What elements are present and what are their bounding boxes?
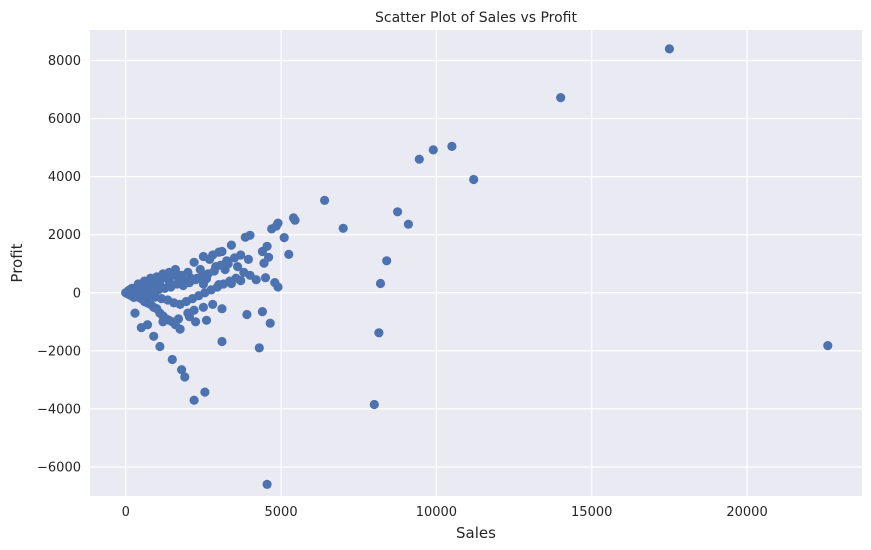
scatter-point bbox=[189, 305, 199, 315]
scatter-point bbox=[414, 154, 424, 164]
y-tick-label: −4000 bbox=[37, 402, 81, 417]
scatter-point bbox=[469, 174, 479, 185]
scatter-point bbox=[205, 254, 215, 264]
grid-lines bbox=[90, 30, 862, 496]
scatter-point bbox=[556, 93, 566, 103]
scatter-point bbox=[320, 195, 330, 205]
scatter-point bbox=[158, 317, 168, 327]
scatter-point bbox=[217, 336, 227, 347]
scatter-point bbox=[447, 141, 457, 151]
scatter-point bbox=[195, 264, 205, 275]
scatter-point bbox=[167, 354, 177, 365]
scatter-point bbox=[290, 215, 300, 225]
scatter-point bbox=[184, 312, 194, 322]
scatter-point bbox=[260, 273, 271, 283]
scatter-point bbox=[129, 292, 139, 302]
scatter-point bbox=[338, 223, 348, 233]
scatter-point bbox=[374, 328, 384, 338]
y-tick-label: 8000 bbox=[48, 54, 81, 69]
scatter-point bbox=[270, 278, 280, 288]
scatter-point bbox=[382, 256, 392, 266]
scatter-point bbox=[243, 254, 253, 264]
scatter-point bbox=[198, 302, 208, 312]
scatter-point bbox=[217, 304, 227, 314]
scatter-point bbox=[191, 317, 201, 327]
plot-area bbox=[90, 30, 862, 496]
scatter-point bbox=[226, 240, 236, 250]
scatter-points bbox=[121, 44, 833, 489]
y-tick-label: 4000 bbox=[48, 170, 81, 185]
x-tick-label: 15000 bbox=[571, 505, 612, 520]
scatter-point bbox=[173, 314, 184, 324]
scatter-point bbox=[369, 399, 379, 410]
scatter-point bbox=[189, 257, 199, 267]
scatter-point bbox=[375, 278, 386, 289]
scatter-point bbox=[149, 331, 159, 341]
scatter-point bbox=[177, 365, 187, 375]
scatter-point bbox=[175, 324, 185, 334]
scatter-point bbox=[136, 323, 146, 333]
scatter-point bbox=[428, 145, 438, 155]
scatter-point bbox=[170, 264, 180, 275]
y-axis-ticks: −6000 −4000 −2000 0 2000 4000 6000 8000 bbox=[37, 54, 81, 475]
scatter-point bbox=[130, 308, 140, 318]
scatter-point bbox=[245, 270, 255, 280]
scatter-point bbox=[267, 224, 277, 234]
scatter-point bbox=[254, 343, 264, 353]
y-tick-label: 2000 bbox=[48, 228, 81, 243]
x-axis-label: Sales bbox=[456, 524, 496, 542]
y-tick-label: 0 bbox=[73, 286, 81, 301]
scatter-point bbox=[403, 219, 413, 229]
scatter-point bbox=[257, 307, 267, 317]
scatter-point bbox=[393, 207, 403, 217]
scatter-point bbox=[242, 309, 252, 320]
x-axis-ticks: 0 5000 10000 15000 20000 bbox=[122, 505, 768, 520]
scatter-point bbox=[198, 279, 208, 289]
scatter-point bbox=[155, 341, 165, 352]
scatter-point bbox=[240, 232, 250, 242]
scatter-point bbox=[233, 262, 243, 272]
scatter-point bbox=[236, 250, 246, 260]
scatter-point bbox=[201, 315, 212, 325]
scatter-point bbox=[259, 258, 269, 268]
x-tick-label: 10000 bbox=[416, 505, 457, 520]
scatter-point bbox=[200, 387, 210, 397]
y-tick-label: 6000 bbox=[48, 112, 81, 127]
y-tick-label: −2000 bbox=[37, 344, 81, 359]
scatter-point bbox=[262, 479, 272, 489]
scatter-point bbox=[180, 372, 190, 382]
y-axis-label: Profit bbox=[8, 243, 26, 282]
scatter-point bbox=[284, 249, 294, 259]
scatter-point bbox=[265, 318, 275, 328]
scatter-point bbox=[189, 395, 199, 405]
x-tick-label: 20000 bbox=[726, 505, 767, 520]
chart-title: Scatter Plot of Sales vs Profit bbox=[375, 10, 578, 26]
scatter-point bbox=[279, 233, 289, 243]
scatter-point bbox=[222, 256, 232, 266]
scatter-point bbox=[231, 273, 241, 283]
scatter-point bbox=[664, 44, 675, 54]
scatter-point bbox=[208, 299, 218, 309]
scatter-point bbox=[257, 246, 267, 257]
y-tick-label: −6000 bbox=[37, 460, 81, 475]
scatter-point bbox=[183, 267, 193, 277]
scatter-point bbox=[209, 266, 219, 276]
x-tick-label: 0 bbox=[122, 505, 130, 520]
x-tick-label: 5000 bbox=[265, 505, 298, 520]
scatter-point bbox=[823, 341, 833, 351]
